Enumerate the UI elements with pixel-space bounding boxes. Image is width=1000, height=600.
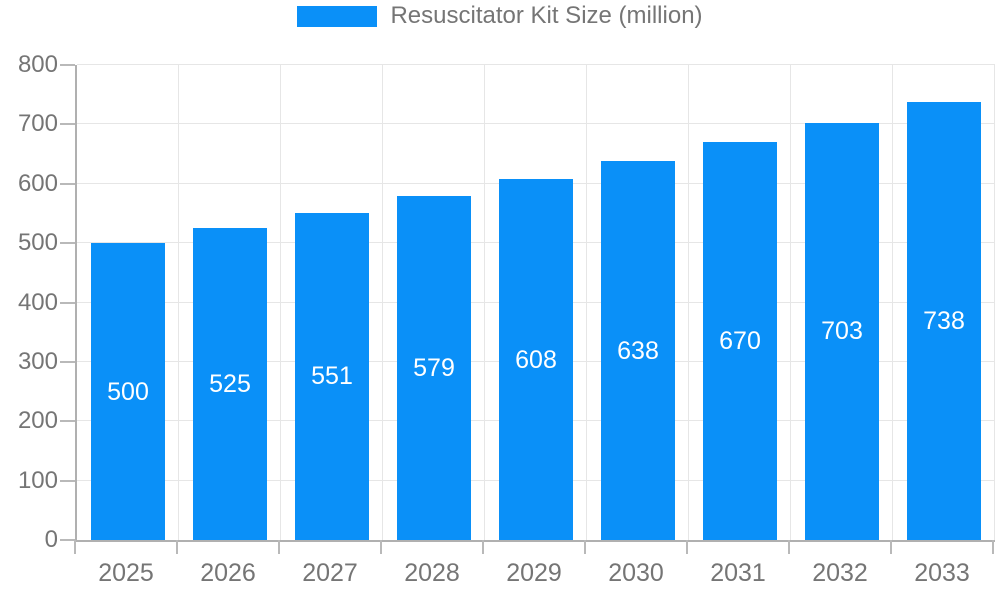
- gridline-horizontal: [77, 64, 995, 65]
- bar-2026[interactable]: [193, 228, 267, 540]
- x-axis-tick: [176, 540, 178, 554]
- y-axis-label: 600: [17, 169, 58, 197]
- x-axis-tick: [788, 540, 790, 554]
- x-axis-label-2033: 2033: [914, 559, 970, 587]
- y-axis-tick: [60, 242, 75, 245]
- y-axis-label: 100: [17, 466, 58, 494]
- y-axis-tick: [60, 420, 75, 423]
- x-axis-tick: [686, 540, 688, 554]
- x-axis-tick: [482, 540, 484, 554]
- x-axis-label-2031: 2031: [710, 559, 766, 587]
- y-axis-tick: [60, 479, 75, 482]
- y-axis-label: 800: [17, 51, 58, 78]
- gridline-horizontal: [77, 123, 995, 125]
- x-axis-tick: [380, 540, 382, 554]
- y-axis-tick: [60, 360, 75, 363]
- bar-2025[interactable]: [91, 243, 165, 540]
- bar-2033[interactable]: [907, 102, 981, 540]
- gridline-vertical: [790, 65, 791, 540]
- x-axis-label-2029: 2029: [506, 559, 562, 587]
- bar-2028[interactable]: [397, 196, 471, 540]
- x-axis-tick: [890, 540, 892, 554]
- gridline-vertical: [586, 65, 587, 540]
- bar-2032[interactable]: [805, 123, 879, 540]
- x-axis-label-2030: 2030: [608, 559, 664, 587]
- gridline-vertical: [178, 65, 179, 540]
- x-axis-label-2032: 2032: [812, 559, 868, 587]
- gridline-vertical: [484, 65, 485, 540]
- chart-legend: Resuscitator Kit Size (million): [0, 0, 1000, 32]
- y-axis-label: 700: [17, 110, 58, 138]
- legend-swatch: [297, 5, 378, 27]
- x-axis-label-2025: 2025: [98, 559, 154, 587]
- legend-item-resuscitator-kit-size[interactable]: Resuscitator Kit Size (million): [297, 2, 703, 30]
- legend-label: Resuscitator Kit Size (million): [390, 2, 703, 29]
- x-axis-tick: [74, 540, 76, 554]
- x-axis-tick: [278, 540, 280, 554]
- x-axis-label-2026: 2026: [200, 559, 256, 587]
- bar-2027[interactable]: [295, 213, 369, 540]
- y-axis-label: 500: [17, 229, 58, 257]
- gridline-vertical: [382, 65, 383, 540]
- y-axis-tick: [60, 301, 75, 304]
- y-axis-label: 300: [17, 347, 58, 375]
- gridline-vertical: [994, 65, 995, 540]
- x-axis-tick: [584, 540, 586, 554]
- bar-2029[interactable]: [499, 179, 573, 540]
- gridline-vertical: [280, 65, 281, 540]
- y-axis-label: 0: [44, 526, 58, 553]
- y-axis-label: 200: [17, 407, 58, 435]
- plot-area: 500 525 551 579 608 638 670 703 738: [75, 64, 995, 542]
- bar-2030[interactable]: [601, 161, 675, 540]
- x-axis-label-2028: 2028: [404, 559, 460, 587]
- y-axis-tick: [60, 123, 75, 126]
- bar-2031[interactable]: [703, 142, 777, 540]
- y-axis-tick: [60, 182, 75, 185]
- y-axis-tick: [60, 64, 75, 66]
- x-axis-tick: [992, 540, 994, 554]
- x-axis-label-2027: 2027: [302, 559, 358, 587]
- y-axis-label: 400: [17, 288, 58, 316]
- gridline-vertical: [892, 65, 893, 540]
- y-axis-tick: [60, 539, 75, 541]
- gridline-vertical: [688, 65, 689, 540]
